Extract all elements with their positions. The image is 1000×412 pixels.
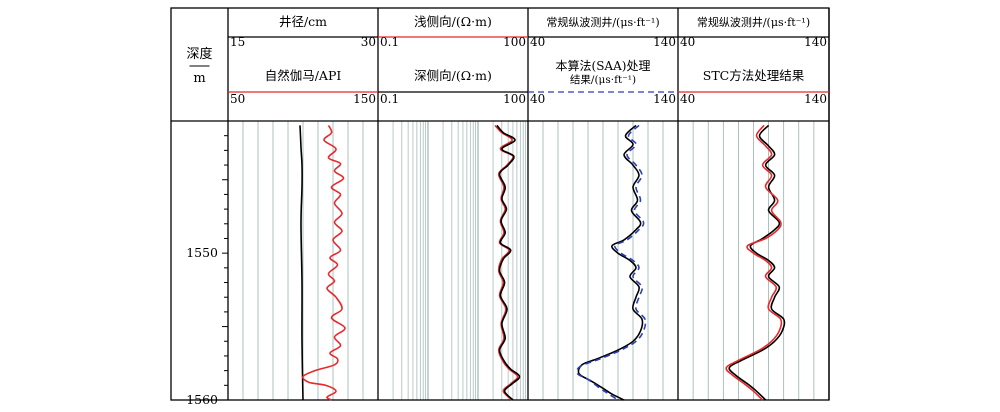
- scale-max: 140: [804, 92, 827, 106]
- curve-3-2: [576, 124, 647, 401]
- scale-max: 140: [804, 35, 827, 49]
- curve-label: 本算法(SAA)处理: [556, 58, 651, 73]
- scale-max: 140: [653, 35, 676, 49]
- scale-min: 0.1: [380, 92, 399, 106]
- curve-1-2: [302, 125, 346, 401]
- scale-min: 40: [680, 35, 695, 49]
- depth-tick-label: 1560: [186, 392, 218, 407]
- depth-unit: m: [193, 71, 205, 86]
- scale-min: 40: [530, 35, 545, 49]
- curve-3-1: [577, 124, 644, 401]
- scale-max: 140: [653, 92, 676, 106]
- curve-4-1: [728, 124, 786, 401]
- figure-frame: [170, 7, 830, 401]
- curve-label: 常规纵波测井/(μs·ft⁻¹): [697, 15, 810, 29]
- curve-4-2: [725, 124, 783, 401]
- scale-max: 30: [361, 35, 376, 49]
- curve-label: 浅侧向/(Ω·m): [414, 14, 492, 29]
- curve-2-2: [496, 124, 521, 401]
- curve-label-line2: 结果/(μs·ft⁻¹): [570, 73, 636, 86]
- curve-label: 井径/cm: [279, 14, 327, 29]
- scale-min: 15: [230, 35, 245, 49]
- curve-label: 自然伽马/API: [265, 68, 342, 83]
- curve-label: 常规纵波测井/(μs·ft⁻¹): [546, 15, 659, 29]
- scale-min: 50: [230, 92, 245, 106]
- curve-1-1: [299, 125, 304, 401]
- depth-title: 深度: [186, 46, 212, 62]
- curve-label: STC方法处理结果: [703, 68, 805, 83]
- scale-max: 100: [503, 92, 526, 106]
- scale-min: 0.1: [380, 35, 399, 49]
- depth-tick-label: 1550: [186, 245, 218, 260]
- scale-max: 150: [353, 92, 376, 106]
- scale-max: 100: [503, 35, 526, 49]
- scale-min: 40: [530, 92, 545, 106]
- scale-min: 40: [680, 92, 695, 106]
- curve-label: 深侧向/(Ω·m): [414, 68, 492, 83]
